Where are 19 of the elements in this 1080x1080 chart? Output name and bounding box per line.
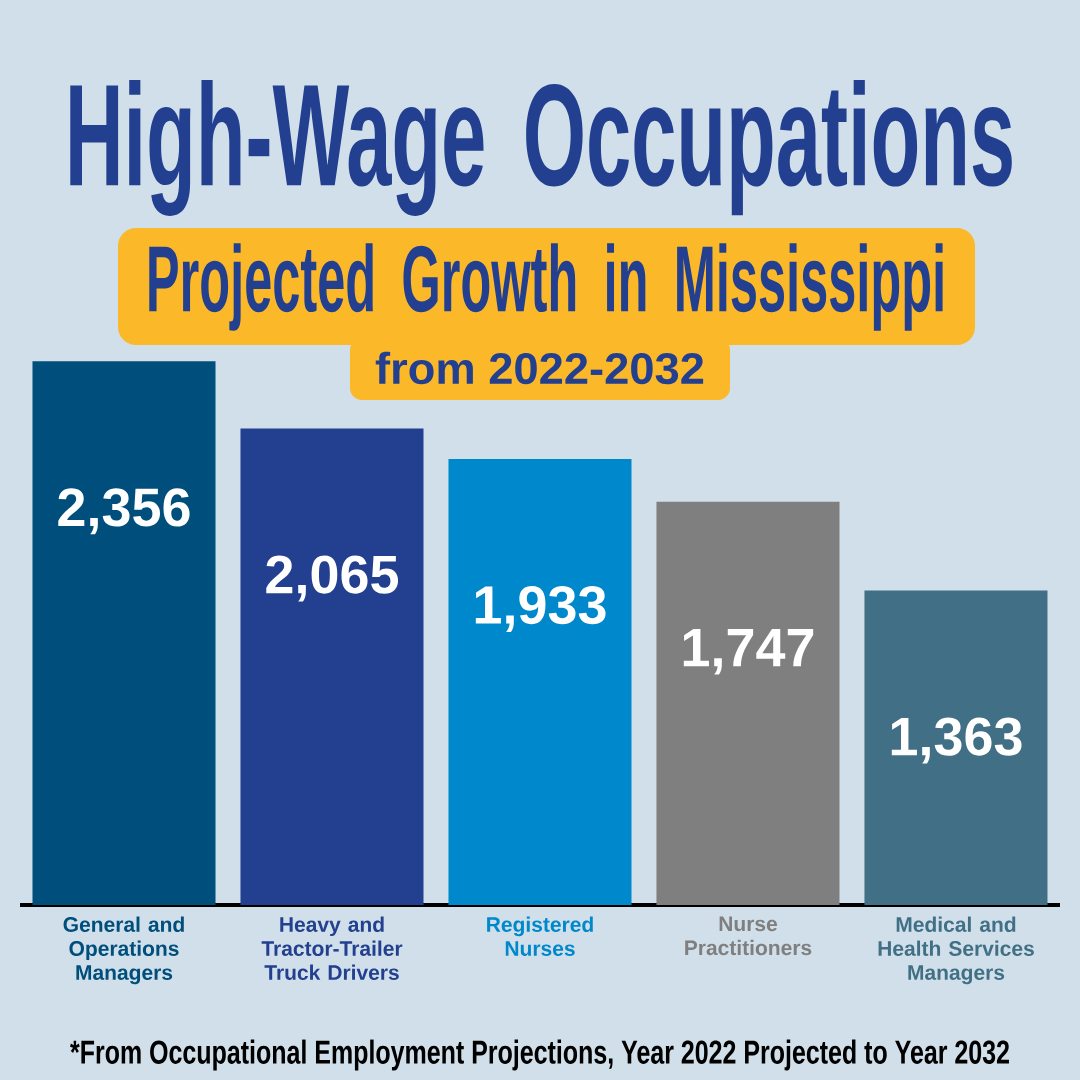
bar	[240, 428, 424, 905]
x-tick-label: Heavy and Tractor-Trailer Truck Drivers	[261, 916, 403, 980]
bar	[448, 458, 632, 905]
x-tick-label: Registered Nurses	[487, 916, 593, 956]
x-tick-label: Medical and Health Services Managers	[878, 916, 1034, 985]
text: *From Occupational Employment Projections, Year 2022 Projected to Year 2032	[70, 1039, 1009, 1071]
data-label: 1,933	[475, 585, 606, 632]
chart-title: High-Wage Occupations	[70, 80, 1012, 216]
chart-subtitle: Projected Growth in Mississippi	[149, 243, 943, 331]
x-tick-label: Nurse Practitioners	[685, 916, 812, 956]
x-tick-label: General and Operations Managers	[63, 916, 184, 985]
bar	[864, 590, 1048, 905]
data-label: 1,747	[683, 629, 814, 675]
data-label: 2,356	[58, 488, 190, 535]
bar	[32, 361, 216, 905]
data-label: 1,363	[891, 717, 1022, 764]
data-label: 2,065	[266, 555, 399, 602]
annotation: from 2022-2032	[375, 351, 704, 385]
bar	[656, 501, 840, 905]
